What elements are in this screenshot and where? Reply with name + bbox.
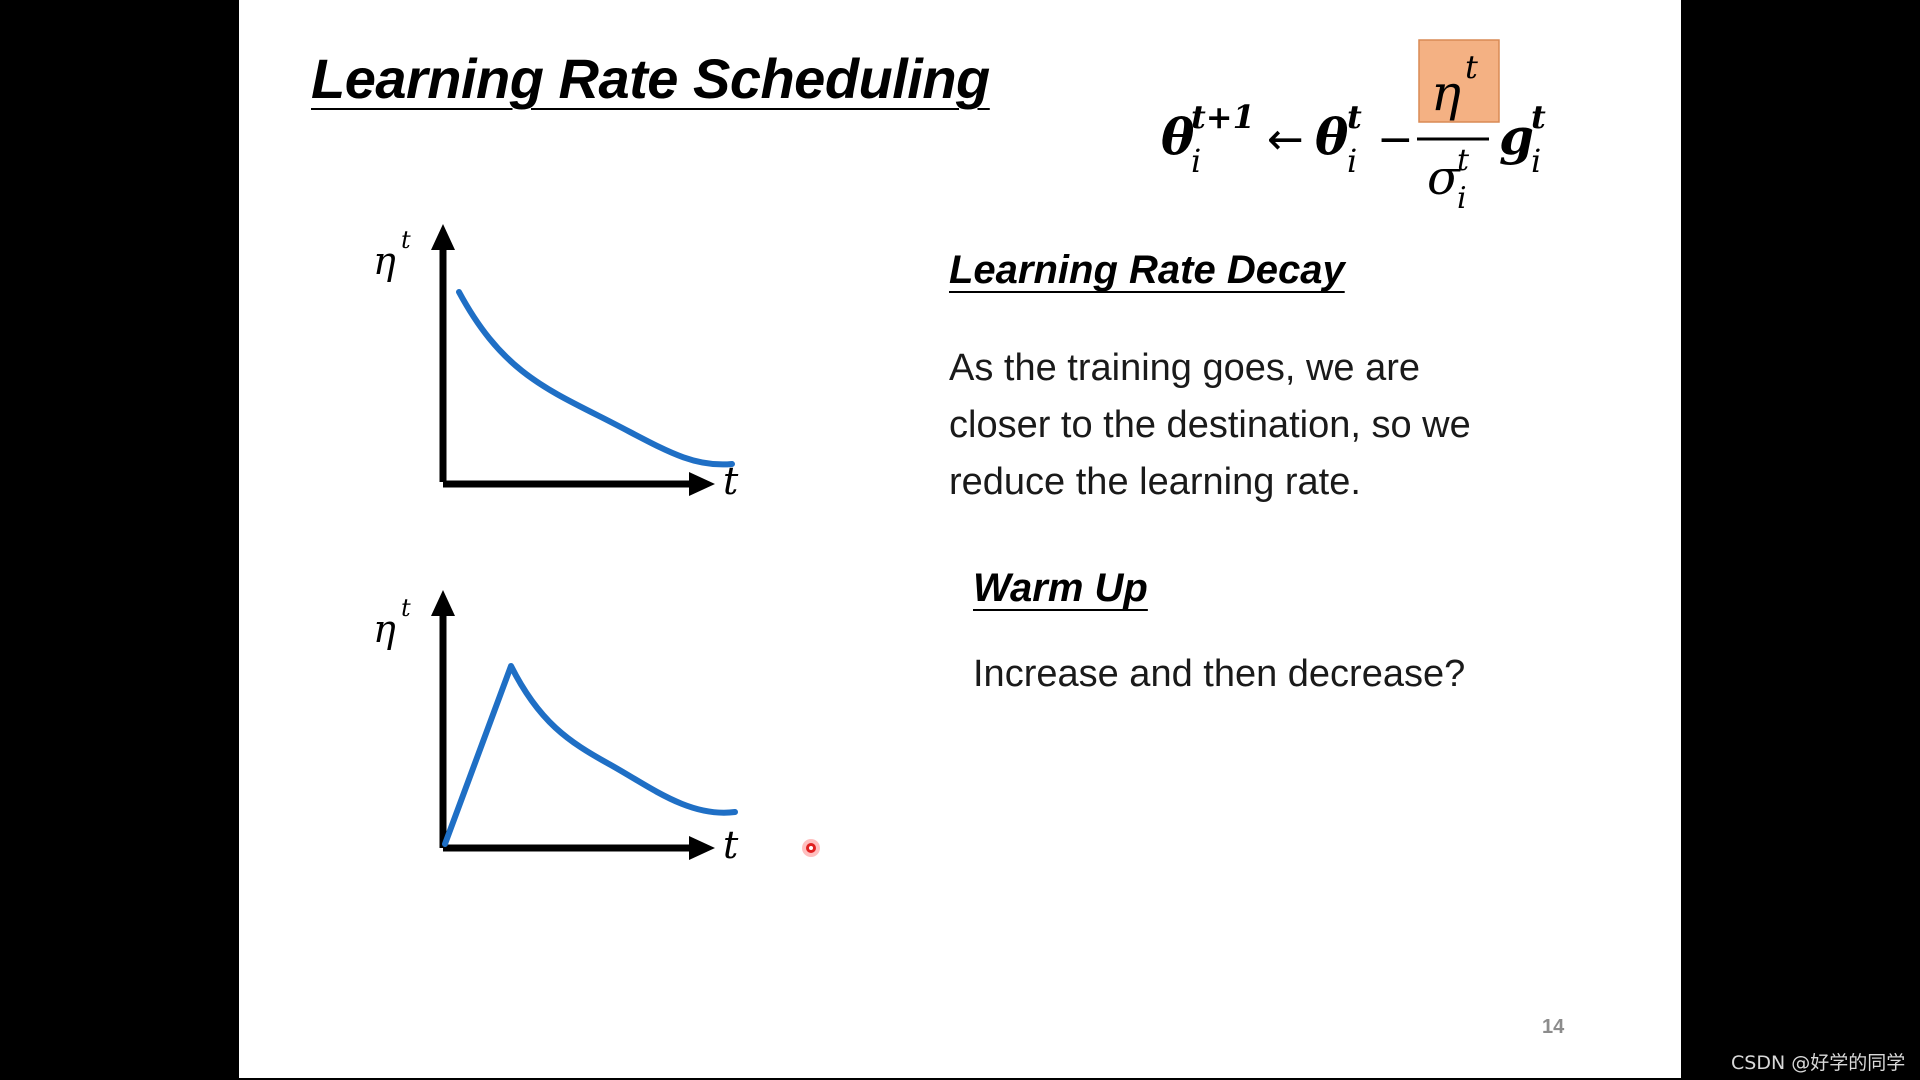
formula-theta-lhs: θ [1161,107,1195,166]
decay-heading: Learning Rate Decay [949,248,1345,292]
formula-theta-lhs-sup: t+1 [1191,98,1255,136]
update-formula: θ t+1 i ← θ t i − η t σ t i g t i [1161,39,1546,216]
decay-x-arrowhead [689,472,715,496]
warmup-curve [442,663,738,847]
warmup-plot: η t t [373,590,739,867]
formula-arrow: ← [1267,114,1304,165]
formula-g: g [1499,107,1534,166]
formula-g-sup: t [1531,98,1546,136]
formula-theta-rhs-sub: i [1347,142,1357,180]
decay-line-2: closer to the destination, so we [949,404,1471,446]
decay-x-label: t [723,459,739,503]
decay-y-label: η [373,239,396,283]
watermark: CSDN @好学的同学 [1731,1052,1906,1074]
eta-highlight-box [1418,39,1500,123]
page-number: 14 [1542,1016,1565,1038]
decay-line-1: As the training goes, we are [949,347,1421,389]
formula-theta-rhs: θ [1315,107,1349,166]
warmup-y-arrowhead [431,590,455,616]
laser-pointer-icon [802,839,820,857]
decay-y-label-sup: t [401,226,411,254]
formula-eta: η [1431,64,1461,122]
decay-plot: η t t [373,224,739,503]
slide: Learning Rate Scheduling θ t+1 i ← θ t i… [239,0,1681,1078]
decay-line-3: reduce the learning rate. [949,461,1361,503]
warmup-heading: Warm Up [973,566,1148,610]
decay-description: As the training goes, we are closer to t… [949,340,1589,511]
formula-sigma: σ [1427,150,1461,206]
warmup-y-label: η [373,607,396,651]
warmup-x-arrowhead [689,836,715,860]
decay-y-arrowhead [431,224,455,250]
formula-g-sub: i [1531,142,1541,180]
formula-sigma-sub: i [1457,181,1467,216]
decay-curve [456,289,735,468]
formula-minus: − [1377,114,1414,165]
formula-sigma-sup: t [1457,143,1470,178]
formula-eta-sup: t [1465,48,1478,86]
warmup-x-label: t [723,823,739,867]
formula-theta-lhs-sub: i [1191,142,1201,180]
warmup-description: Increase and then decrease? [973,653,1466,695]
slide-title: Learning Rate Scheduling [311,47,990,110]
formula-theta-rhs-sup: t [1347,98,1362,136]
warmup-y-label-sup: t [401,594,411,622]
